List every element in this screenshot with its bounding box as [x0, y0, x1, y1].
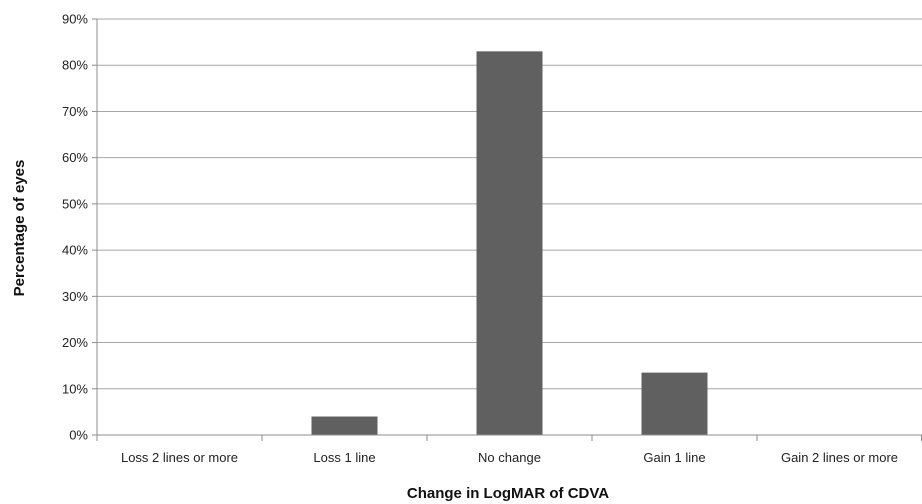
y-axis-title: Percentage of eyes [11, 160, 28, 297]
y-tick-label: 30% [62, 289, 88, 304]
x-tick-label: Loss 1 line [313, 450, 375, 465]
x-tick-labels: Loss 2 lines or more Loss 1 line No change… [121, 450, 898, 465]
y-tick-label: 70% [62, 104, 88, 119]
x-tick-label: Gain 2 lines or more [781, 450, 898, 465]
bars [311, 51, 708, 435]
y-tick-label: 0% [69, 428, 88, 443]
x-tick-label: Loss 2 lines or more [121, 450, 238, 465]
bar-no-change [476, 51, 543, 435]
y-tick-label: 60% [62, 150, 88, 165]
y-tick-labels: 0% 10% 20% 30% 40% 50% 60% 70% 80% 90% [62, 12, 88, 443]
y-tick-label: 20% [62, 335, 88, 350]
y-tick-label: 10% [62, 381, 88, 396]
axes [96, 19, 922, 441]
bar-loss-1-line [311, 416, 378, 435]
bar-gain-1-line [641, 372, 708, 435]
y-tick-label: 50% [62, 196, 88, 211]
y-tick-label: 80% [62, 58, 88, 73]
y-tick-label: 40% [62, 243, 88, 258]
x-axis-title: Change in LogMAR of CDVA [407, 485, 609, 502]
x-tick-label: No change [478, 450, 541, 465]
y-tick-label: 90% [62, 12, 88, 27]
x-tick-label: Gain 1 line [643, 450, 705, 465]
